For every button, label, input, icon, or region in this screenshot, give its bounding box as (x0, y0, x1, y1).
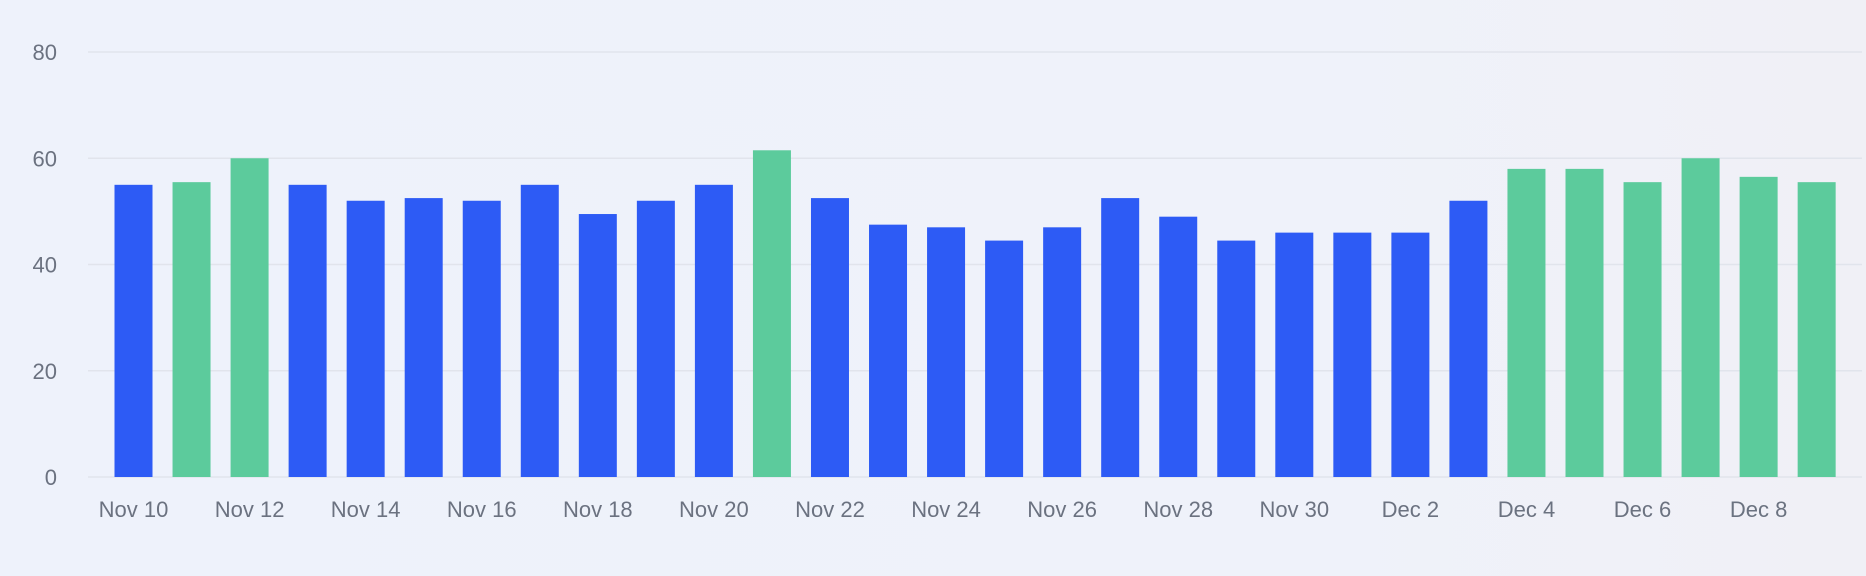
x-tick-label: Nov 16 (447, 497, 517, 522)
bar-nov-10[interactable] (114, 184, 153, 477)
bar-dec-3[interactable] (1449, 200, 1488, 477)
x-tick-label: Nov 22 (795, 497, 865, 522)
bar-nov-15[interactable] (404, 198, 443, 477)
bars (114, 150, 1836, 477)
bar-nov-14[interactable] (346, 200, 385, 477)
x-tick-label: Nov 10 (99, 497, 169, 522)
x-tick-label: Dec 8 (1730, 497, 1787, 522)
bar-nov-13[interactable] (288, 184, 327, 477)
bar-nov-17[interactable] (520, 184, 559, 477)
x-tick-label: Dec 6 (1614, 497, 1671, 522)
bar-dec-4[interactable] (1507, 168, 1546, 477)
y-tick-label: 60 (33, 146, 57, 171)
y-tick-label: 20 (33, 359, 57, 384)
bar-nov-27[interactable] (1101, 198, 1140, 477)
bar-nov-16[interactable] (462, 200, 501, 477)
bar-dec-8[interactable] (1739, 176, 1778, 477)
bar-nov-18[interactable] (578, 214, 617, 477)
bar-nov-25[interactable] (985, 240, 1024, 477)
bar-dec-9[interactable] (1797, 182, 1836, 477)
bar-nov-30[interactable] (1275, 232, 1314, 477)
y-tick-label: 0 (45, 465, 57, 490)
bar-nov-21[interactable] (752, 150, 791, 477)
bar-nov-23[interactable] (869, 224, 908, 477)
bar-nov-12[interactable] (230, 158, 269, 477)
x-tick-label: Nov 28 (1143, 497, 1213, 522)
x-tick-label: Nov 30 (1259, 497, 1329, 522)
bar-dec-1[interactable] (1333, 232, 1372, 477)
bar-dec-5[interactable] (1565, 168, 1604, 477)
y-tick-label: 40 (33, 253, 57, 278)
x-tick-label: Nov 24 (911, 497, 981, 522)
x-tick-label: Nov 18 (563, 497, 633, 522)
x-tick-label: Nov 14 (331, 497, 401, 522)
bar-nov-11[interactable] (172, 182, 211, 477)
x-tick-label: Nov 20 (679, 497, 749, 522)
y-tick-label: 80 (33, 40, 57, 65)
bar-nov-22[interactable] (810, 198, 849, 477)
x-tick-label: Dec 2 (1382, 497, 1439, 522)
bar-nov-28[interactable] (1159, 216, 1198, 477)
bar-nov-29[interactable] (1217, 240, 1256, 477)
bar-dec-7[interactable] (1681, 158, 1720, 477)
x-tick-label: Dec 4 (1498, 497, 1555, 522)
bar-nov-19[interactable] (636, 200, 675, 477)
bar-nov-20[interactable] (694, 184, 733, 477)
bar-nov-24[interactable] (927, 227, 966, 477)
bar-nov-26[interactable] (1043, 227, 1082, 477)
x-tick-label: Nov 26 (1027, 497, 1097, 522)
y-axis-ticks: 0 20 40 60 80 (33, 40, 57, 490)
bar-dec-2[interactable] (1391, 232, 1430, 477)
x-axis-ticks: Nov 10 Nov 12 Nov 14 Nov 16 Nov 18 Nov 20 Nov … (99, 497, 1788, 522)
bar-dec-6[interactable] (1623, 182, 1662, 477)
x-tick-label: Nov 12 (215, 497, 285, 522)
